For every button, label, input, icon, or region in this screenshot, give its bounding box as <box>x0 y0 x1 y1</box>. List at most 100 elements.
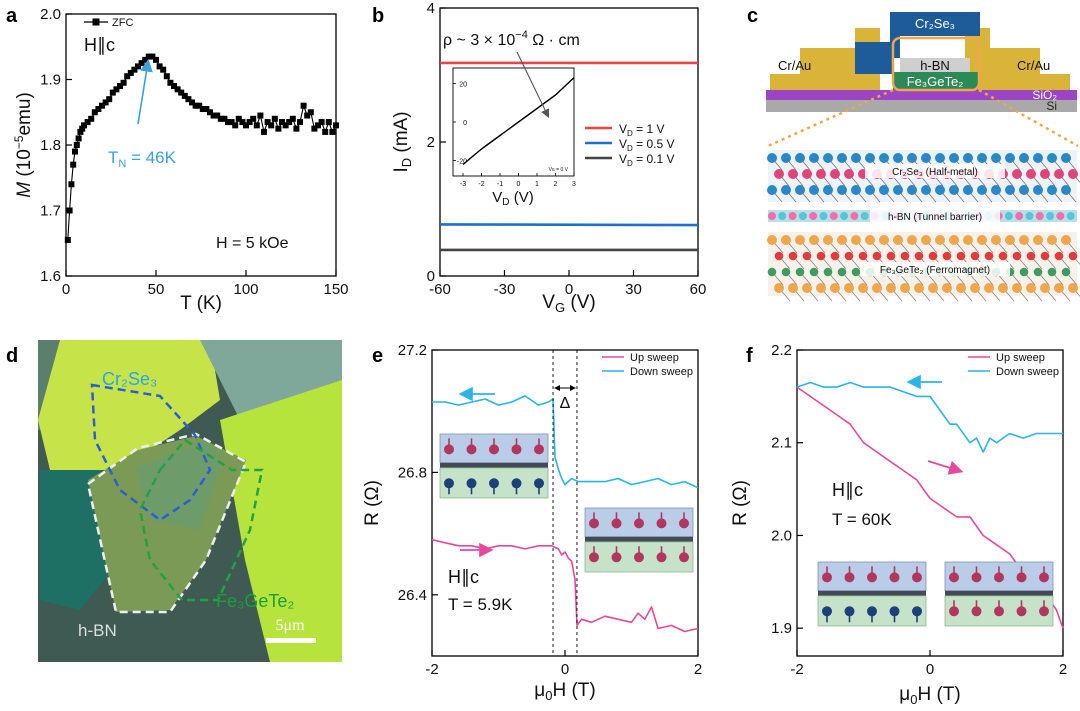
n-atom <box>840 212 849 220</box>
ge-atom <box>1061 267 1071 277</box>
fe-atom <box>830 251 840 261</box>
spin-barrier <box>585 536 693 542</box>
te-atom <box>830 283 840 293</box>
te-atom <box>788 283 798 293</box>
axis-ticks-f: -2 0 2 1.9 2.0 2.1 2.2 <box>771 342 1067 678</box>
zfc-point <box>73 142 80 148</box>
ge-atom <box>823 267 833 277</box>
spin-site <box>511 478 522 489</box>
x-tick-label: 30 <box>625 281 642 298</box>
zfc-point <box>70 161 77 168</box>
down-sweep-line <box>432 395 699 489</box>
spin-site <box>489 478 499 489</box>
right-contact-label: Cr/Au <box>1017 58 1050 73</box>
y-axis-label-f: R (Ω) <box>730 480 751 526</box>
inset-legend: Vɢ = 0 V <box>549 167 569 173</box>
panel-e: e -2 0 2 26.4 26.8 27.2 Δ Up sweep Down sweep… <box>362 342 702 703</box>
fe-atom <box>816 251 826 261</box>
te-atom <box>816 283 826 293</box>
se-atom <box>1061 185 1071 195</box>
se-atom <box>991 153 1001 163</box>
x-tick-label: 100 <box>233 281 258 298</box>
b-atom <box>1015 212 1024 220</box>
legend-label-down-e: Down sweep <box>630 366 693 378</box>
field-direction-a: H∥c <box>84 35 115 55</box>
tn-arrow <box>137 58 153 125</box>
zfc-point <box>257 112 264 119</box>
x-tick-label: -60 <box>429 281 451 298</box>
zfc-point <box>109 89 116 96</box>
layer-label-bg-top <box>865 164 1005 178</box>
y-tick-label: 1.9 <box>40 72 61 89</box>
se-atom <box>1047 153 1057 163</box>
se-atom <box>921 185 931 195</box>
fe-atom <box>774 251 784 261</box>
fe-atom <box>914 251 924 261</box>
se-atom <box>1061 153 1071 163</box>
te-atom <box>928 283 938 293</box>
hbn-label: h-BN <box>78 621 117 640</box>
layer-label-hbn: h-BN (Tunnel barrier) <box>888 212 982 223</box>
n-atom <box>819 212 828 220</box>
fe-atom <box>886 251 896 261</box>
se-atom <box>907 153 917 163</box>
stack-region <box>136 440 222 530</box>
spin-site <box>867 606 877 617</box>
cr-atom <box>816 169 826 179</box>
legend-label-up-e: Up sweep <box>630 352 679 364</box>
yellow-flake-right <box>220 380 342 662</box>
y-tick-label: 2.0 <box>771 527 792 544</box>
ge-atom <box>851 267 861 277</box>
y-tick-label: 2.1 <box>771 435 792 452</box>
zfc-point <box>203 105 210 112</box>
fe-atom <box>998 251 1008 261</box>
te-atom <box>942 283 952 293</box>
se-atom <box>977 185 987 195</box>
se-atom <box>893 153 903 163</box>
te-atom <box>907 235 917 245</box>
zfc-point <box>210 112 217 119</box>
y-tick-label: 1.6 <box>40 268 61 285</box>
spin-site <box>444 478 454 489</box>
zfc-point <box>268 122 275 129</box>
te-atom <box>886 283 896 293</box>
inset-x-tick-label: -2 <box>478 181 484 188</box>
cr-atom <box>1012 169 1022 179</box>
fe-atom <box>872 251 882 261</box>
se-atom <box>921 153 931 163</box>
zoom-line-right <box>978 88 1079 148</box>
zfc-point <box>271 115 278 122</box>
y-axis-label-a: M (10−5emu) <box>12 92 35 198</box>
panel-letter-f: f <box>746 345 753 367</box>
zfc-point <box>131 66 138 73</box>
fgt-device-label: Fe₃GeTe₂ <box>907 74 964 89</box>
te-atom <box>893 235 903 245</box>
zfc-point <box>124 73 131 80</box>
ge-atom <box>809 267 819 277</box>
data-series-b <box>439 61 699 252</box>
legend-marker-zfc <box>92 18 100 26</box>
b-atom <box>788 212 797 220</box>
te-atom <box>865 235 875 245</box>
fe-atom <box>900 251 910 261</box>
cr-atom <box>1026 169 1036 179</box>
zfc-point <box>318 119 325 126</box>
te-atom <box>795 235 805 245</box>
zfc-point <box>286 119 293 126</box>
se-atom <box>977 153 987 163</box>
inset-iv-curve: -3 -2 -1 0 1 2 3 -20 0 20 VD (V) <box>453 77 576 208</box>
legend-tail: = 1 V <box>633 122 665 136</box>
legend-label-down-f: Down sweep <box>996 366 1059 378</box>
se-atom <box>879 153 889 163</box>
n-atom <box>1004 212 1013 220</box>
ge-atom <box>795 267 805 277</box>
axis-ticks-a: 0 50 100 150 1.6 1.7 1.8 1.9 2.0 <box>40 6 348 298</box>
te-atom <box>1040 283 1050 293</box>
junction-highlight <box>891 36 981 92</box>
n-atom <box>1046 212 1055 220</box>
cr-atom <box>830 169 840 179</box>
fe-atom <box>1068 251 1078 261</box>
zfc-point <box>95 105 102 112</box>
panel-d: d Cr₂Se₃ Fe₃GeTe₂ h-BN 5μm <box>6 340 342 662</box>
te-atom <box>1033 235 1043 245</box>
